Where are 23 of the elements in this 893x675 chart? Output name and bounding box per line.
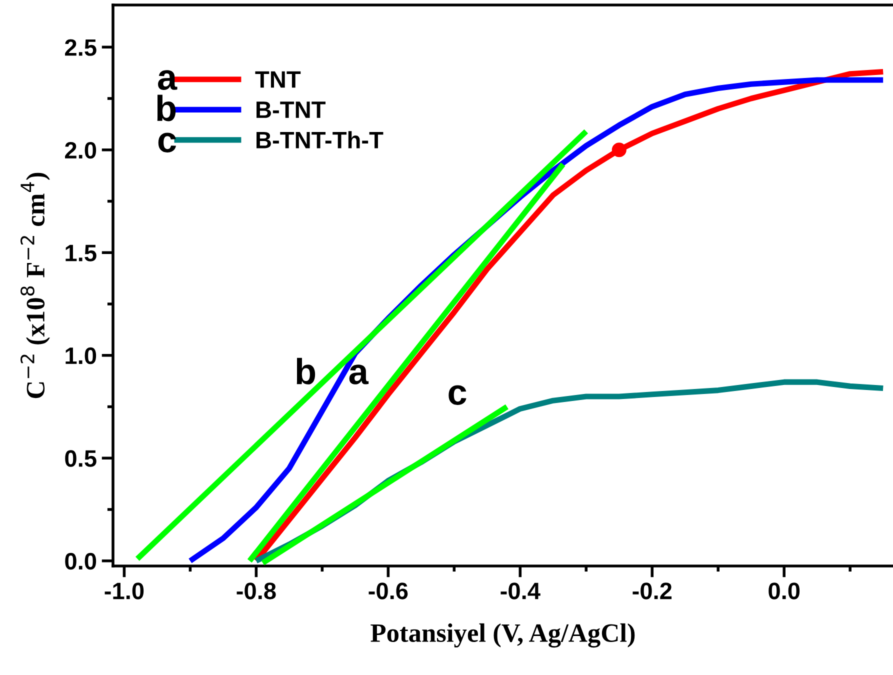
text: C$^{−2}$ (x10$^{8}$ F$^{−2}$ cm$^{4}$) (20, 172, 50, 398)
x-tick-label: -0.6 (368, 582, 408, 600)
y-tick-label: 0.0 (65, 552, 96, 570)
annotation: b (296, 358, 316, 384)
annotation: c (158, 132, 176, 152)
legend-label: TNT (255, 71, 301, 88)
annotation: b (157, 94, 176, 122)
annotation: a (158, 70, 178, 90)
x-tick-label: -1.0 (104, 582, 144, 600)
x-tick-label: 0.0 (768, 582, 800, 600)
y-tick-label: 1.5 (66, 244, 96, 262)
annotation: c (448, 385, 466, 405)
y-tick-label: 2.5 (65, 39, 96, 56)
x-tick-label: -0.2 (632, 582, 672, 600)
legend-label: B-TNT-Th-T (256, 131, 384, 148)
y-tick-label: 0.5 (65, 450, 96, 467)
y-tick-label: 1.0 (66, 347, 96, 364)
x-tick-label: -0.4 (500, 582, 540, 600)
legend-label: B-TNT (256, 102, 326, 118)
x-tick-label: -0.8 (236, 582, 276, 600)
y-tick-label: 2.0 (65, 142, 96, 159)
annotation: a (349, 364, 369, 384)
x-axis-title: Potansiyel (V, Ag/AgCl) (370, 623, 635, 648)
